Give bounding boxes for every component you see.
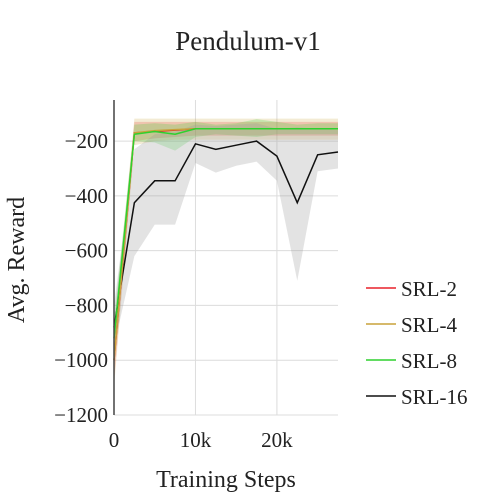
series-line-srl-16 — [113, 140, 339, 328]
series-line-srl-8 — [113, 128, 338, 339]
x-tick-label: 10k — [180, 428, 212, 452]
chart-title: Pendulum-v1 — [175, 26, 321, 56]
y-tick-label: −200 — [65, 129, 108, 153]
y-tick-label: −1200 — [54, 403, 108, 427]
legend: SRL-2 SRL-4 SRL-8 SRL-16 — [366, 277, 468, 409]
legend-label-srl-4: SRL-4 — [401, 313, 458, 337]
series-lines — [113, 128, 339, 361]
x-tick-label: 0 — [109, 428, 120, 452]
grid — [114, 100, 338, 416]
x-tick-label: 20k — [261, 428, 293, 452]
legend-label-srl-8: SRL-8 — [401, 349, 457, 373]
y-tick-label: −800 — [65, 293, 108, 317]
y-tick-label: −400 — [65, 184, 108, 208]
x-axis-label: Training Steps — [156, 467, 296, 493]
y-axis-label: Avg. Reward — [4, 197, 30, 323]
y-tick-label: −600 — [65, 239, 108, 263]
legend-label-srl-16: SRL-16 — [401, 385, 468, 409]
band-srl-16 — [114, 123, 338, 347]
legend-label-srl-2: SRL-2 — [401, 277, 457, 301]
y-tick-label: −1000 — [54, 348, 108, 372]
confidence-bands — [114, 118, 338, 388]
